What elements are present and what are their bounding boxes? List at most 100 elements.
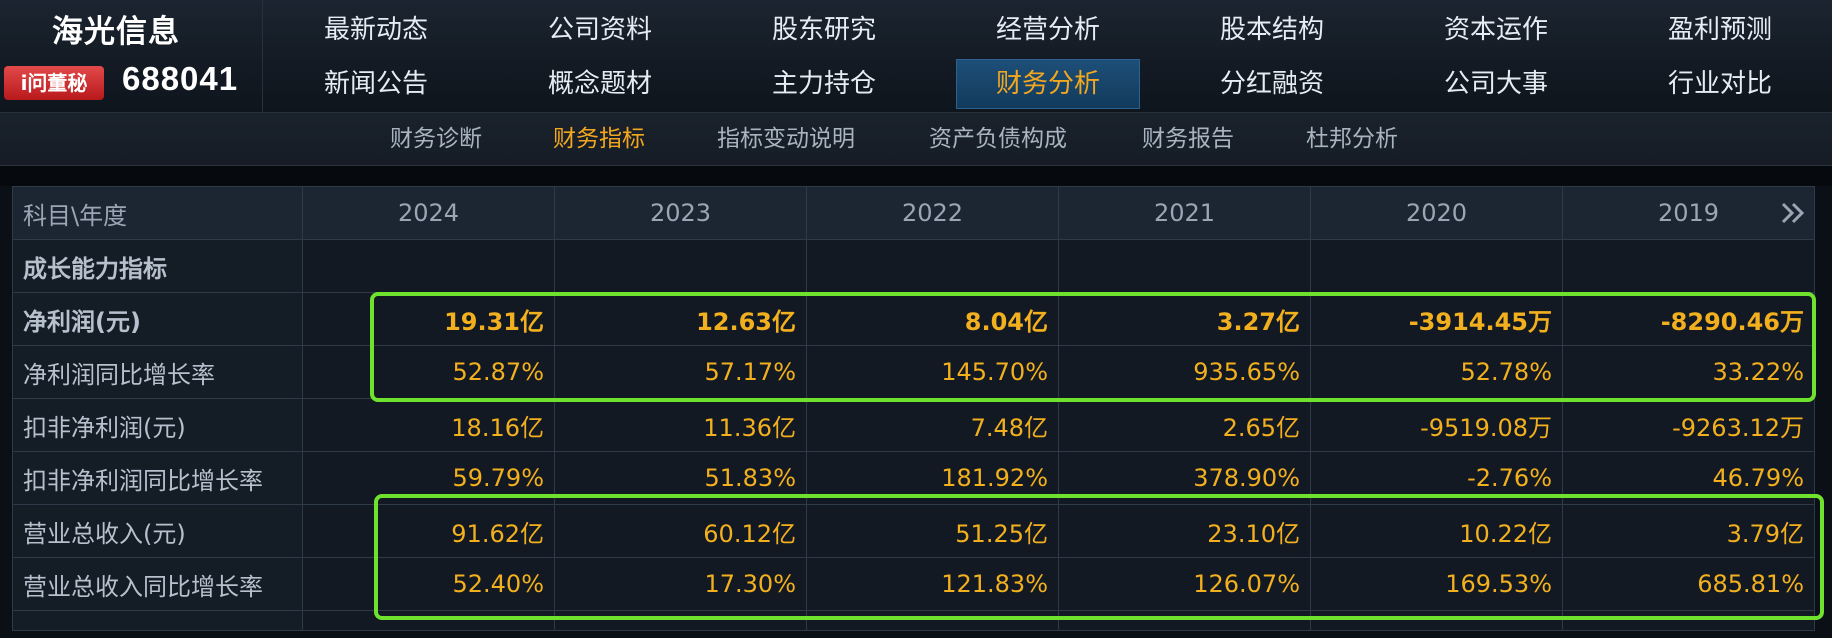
nav-share-structure[interactable]: 股本结构	[1219, 15, 1324, 45]
subtab-financial-reports[interactable]: 财务报告	[1142, 126, 1234, 152]
cell-value: 2.65亿	[1058, 398, 1311, 452]
cell-value: 12.63亿	[554, 292, 807, 346]
cell-value	[1562, 239, 1815, 293]
cell-value: 169.53%	[1310, 557, 1563, 611]
cell-value: 59.79%	[302, 451, 555, 505]
cell-value: 17.30%	[554, 557, 807, 611]
cell-value: 23.10亿	[1058, 504, 1311, 558]
subtab-dupont-analysis[interactable]: 杜邦分析	[1306, 126, 1398, 152]
cell-value: 7.48亿	[806, 398, 1059, 452]
stock-code: 688041	[122, 60, 239, 97]
cell-value: -2.76%	[1310, 451, 1563, 505]
cell-value: 11.36亿	[554, 398, 807, 452]
cell-value: 33.22%	[1562, 345, 1815, 399]
row-label: 净利润(元)	[12, 292, 303, 346]
cell-value: 181.92%	[806, 451, 1059, 505]
cell-value: 935.65%	[1058, 345, 1311, 399]
cell-value	[806, 610, 1059, 631]
financial-indicators-table: 科目\年度 2024 2023 2022 2021 2020 2019 成长能力…	[12, 186, 1815, 631]
row-label	[12, 610, 303, 631]
row-label: 成长能力指标	[12, 239, 303, 293]
nav-concepts[interactable]: 概念题材	[547, 69, 652, 99]
nav-shareholder-research[interactable]: 股东研究	[771, 15, 876, 45]
cell-value: 126.07%	[1058, 557, 1311, 611]
table-row: 净利润同比增长率 52.87% 57.17% 145.70% 935.65% 5…	[12, 345, 1815, 399]
cell-value: 145.70%	[806, 345, 1059, 399]
year-header[interactable]: 2023	[554, 186, 807, 240]
nav-profit-forecast[interactable]: 盈利预测	[1667, 15, 1772, 45]
table-row: 成长能力指标	[12, 239, 1815, 293]
cell-value: 52.87%	[302, 345, 555, 399]
year-header[interactable]: 2024	[302, 186, 555, 240]
table-row-partial	[12, 610, 1815, 631]
nav-financial-analysis[interactable]: 财务分析	[956, 59, 1140, 109]
cell-value	[302, 239, 555, 293]
subtab-financial-diagnosis[interactable]: 财务诊断	[390, 126, 482, 152]
year-header[interactable]: 2022	[806, 186, 1059, 240]
ask-secretary-button[interactable]: i问董秘	[4, 66, 104, 100]
year-header-label: 2019	[1657, 199, 1720, 227]
cell-value: 57.17%	[554, 345, 807, 399]
cell-value: -9519.08万	[1310, 398, 1563, 452]
year-header[interactable]: 2021	[1058, 186, 1311, 240]
cell-value: 685.81%	[1562, 557, 1815, 611]
table-row: 营业总收入(元) 91.62亿 60.12亿 51.25亿 23.10亿 10.…	[12, 504, 1815, 558]
cell-value: 51.83%	[554, 451, 807, 505]
cell-value	[1562, 610, 1815, 631]
row-label: 营业总收入(元)	[12, 504, 303, 558]
nav-operation-analysis[interactable]: 经营分析	[995, 15, 1100, 45]
table-header-row: 科目\年度 2024 2023 2022 2021 2020 2019	[12, 186, 1815, 240]
cell-value: -8290.46万	[1562, 292, 1815, 346]
table-row: 扣非净利润同比增长率 59.79% 51.83% 181.92% 378.90%…	[12, 451, 1815, 505]
cell-value: 52.40%	[302, 557, 555, 611]
cell-value: 60.12亿	[554, 504, 807, 558]
cell-value: 378.90%	[1058, 451, 1311, 505]
cell-value: -3914.45万	[1310, 292, 1563, 346]
nav-industry-comparison[interactable]: 行业对比	[1667, 69, 1772, 99]
nav-capital-operation[interactable]: 资本运作	[1443, 15, 1548, 45]
double-chevron-right-icon[interactable]	[1780, 201, 1806, 225]
subtab-indicator-changes[interactable]: 指标变动说明	[717, 126, 855, 152]
row-label: 营业总收入同比增长率	[12, 557, 303, 611]
brand-block: 海光信息 i问董秘 688041	[0, 0, 263, 112]
row-label: 扣非净利润(元)	[12, 398, 303, 452]
cell-value: 51.25亿	[806, 504, 1059, 558]
year-header[interactable]: 2020	[1310, 186, 1563, 240]
separator	[0, 166, 1832, 186]
cell-value	[806, 239, 1059, 293]
table-row: 扣非净利润(元) 18.16亿 11.36亿 7.48亿 2.65亿 -9519…	[12, 398, 1815, 452]
stock-header: 海光信息 i问董秘 688041 最新动态 公司资料 股东研究 经营分析 股本结…	[0, 0, 1832, 113]
cell-value: 3.27亿	[1058, 292, 1311, 346]
cell-value: 91.62亿	[302, 504, 555, 558]
table-row: 净利润(元) 19.31亿 12.63亿 8.04亿 3.27亿 -3914.4…	[12, 292, 1815, 346]
nav-dividends-financing[interactable]: 分红融资	[1219, 69, 1324, 99]
subtab-financial-indicators[interactable]: 财务指标	[553, 126, 645, 152]
cell-value: 3.79亿	[1562, 504, 1815, 558]
cell-value	[1310, 239, 1563, 293]
row-label: 净利润同比增长率	[12, 345, 303, 399]
cell-value	[1058, 239, 1311, 293]
cell-value: 19.31亿	[302, 292, 555, 346]
subtab-balance-composition[interactable]: 资产负债构成	[929, 126, 1067, 152]
corner-header: 科目\年度	[12, 186, 303, 240]
cell-value: 46.79%	[1562, 451, 1815, 505]
cell-value: 10.22亿	[1310, 504, 1563, 558]
row-label: 扣非净利润同比增长率	[12, 451, 303, 505]
cell-value: -9263.12万	[1562, 398, 1815, 452]
cell-value	[554, 610, 807, 631]
cell-value: 18.16亿	[302, 398, 555, 452]
nav-main-holdings[interactable]: 主力持仓	[771, 69, 876, 99]
nav-latest-news[interactable]: 最新动态	[323, 15, 428, 45]
table-row: 营业总收入同比增长率 52.40% 17.30% 121.83% 126.07%…	[12, 557, 1815, 611]
year-header[interactable]: 2019	[1562, 186, 1815, 240]
cell-value	[302, 610, 555, 631]
nav-company-events[interactable]: 公司大事	[1443, 69, 1548, 99]
nav-announcements[interactable]: 新闻公告	[323, 69, 428, 99]
company-name: 海光信息	[52, 14, 180, 50]
financial-subnav: 财务诊断 财务指标 指标变动说明 资产负债构成 财务报告 杜邦分析	[0, 113, 1832, 166]
cell-value: 52.78%	[1310, 345, 1563, 399]
cell-value	[1310, 610, 1563, 631]
cell-value	[554, 239, 807, 293]
cell-value	[1058, 610, 1311, 631]
nav-company-profile[interactable]: 公司资料	[547, 15, 652, 45]
